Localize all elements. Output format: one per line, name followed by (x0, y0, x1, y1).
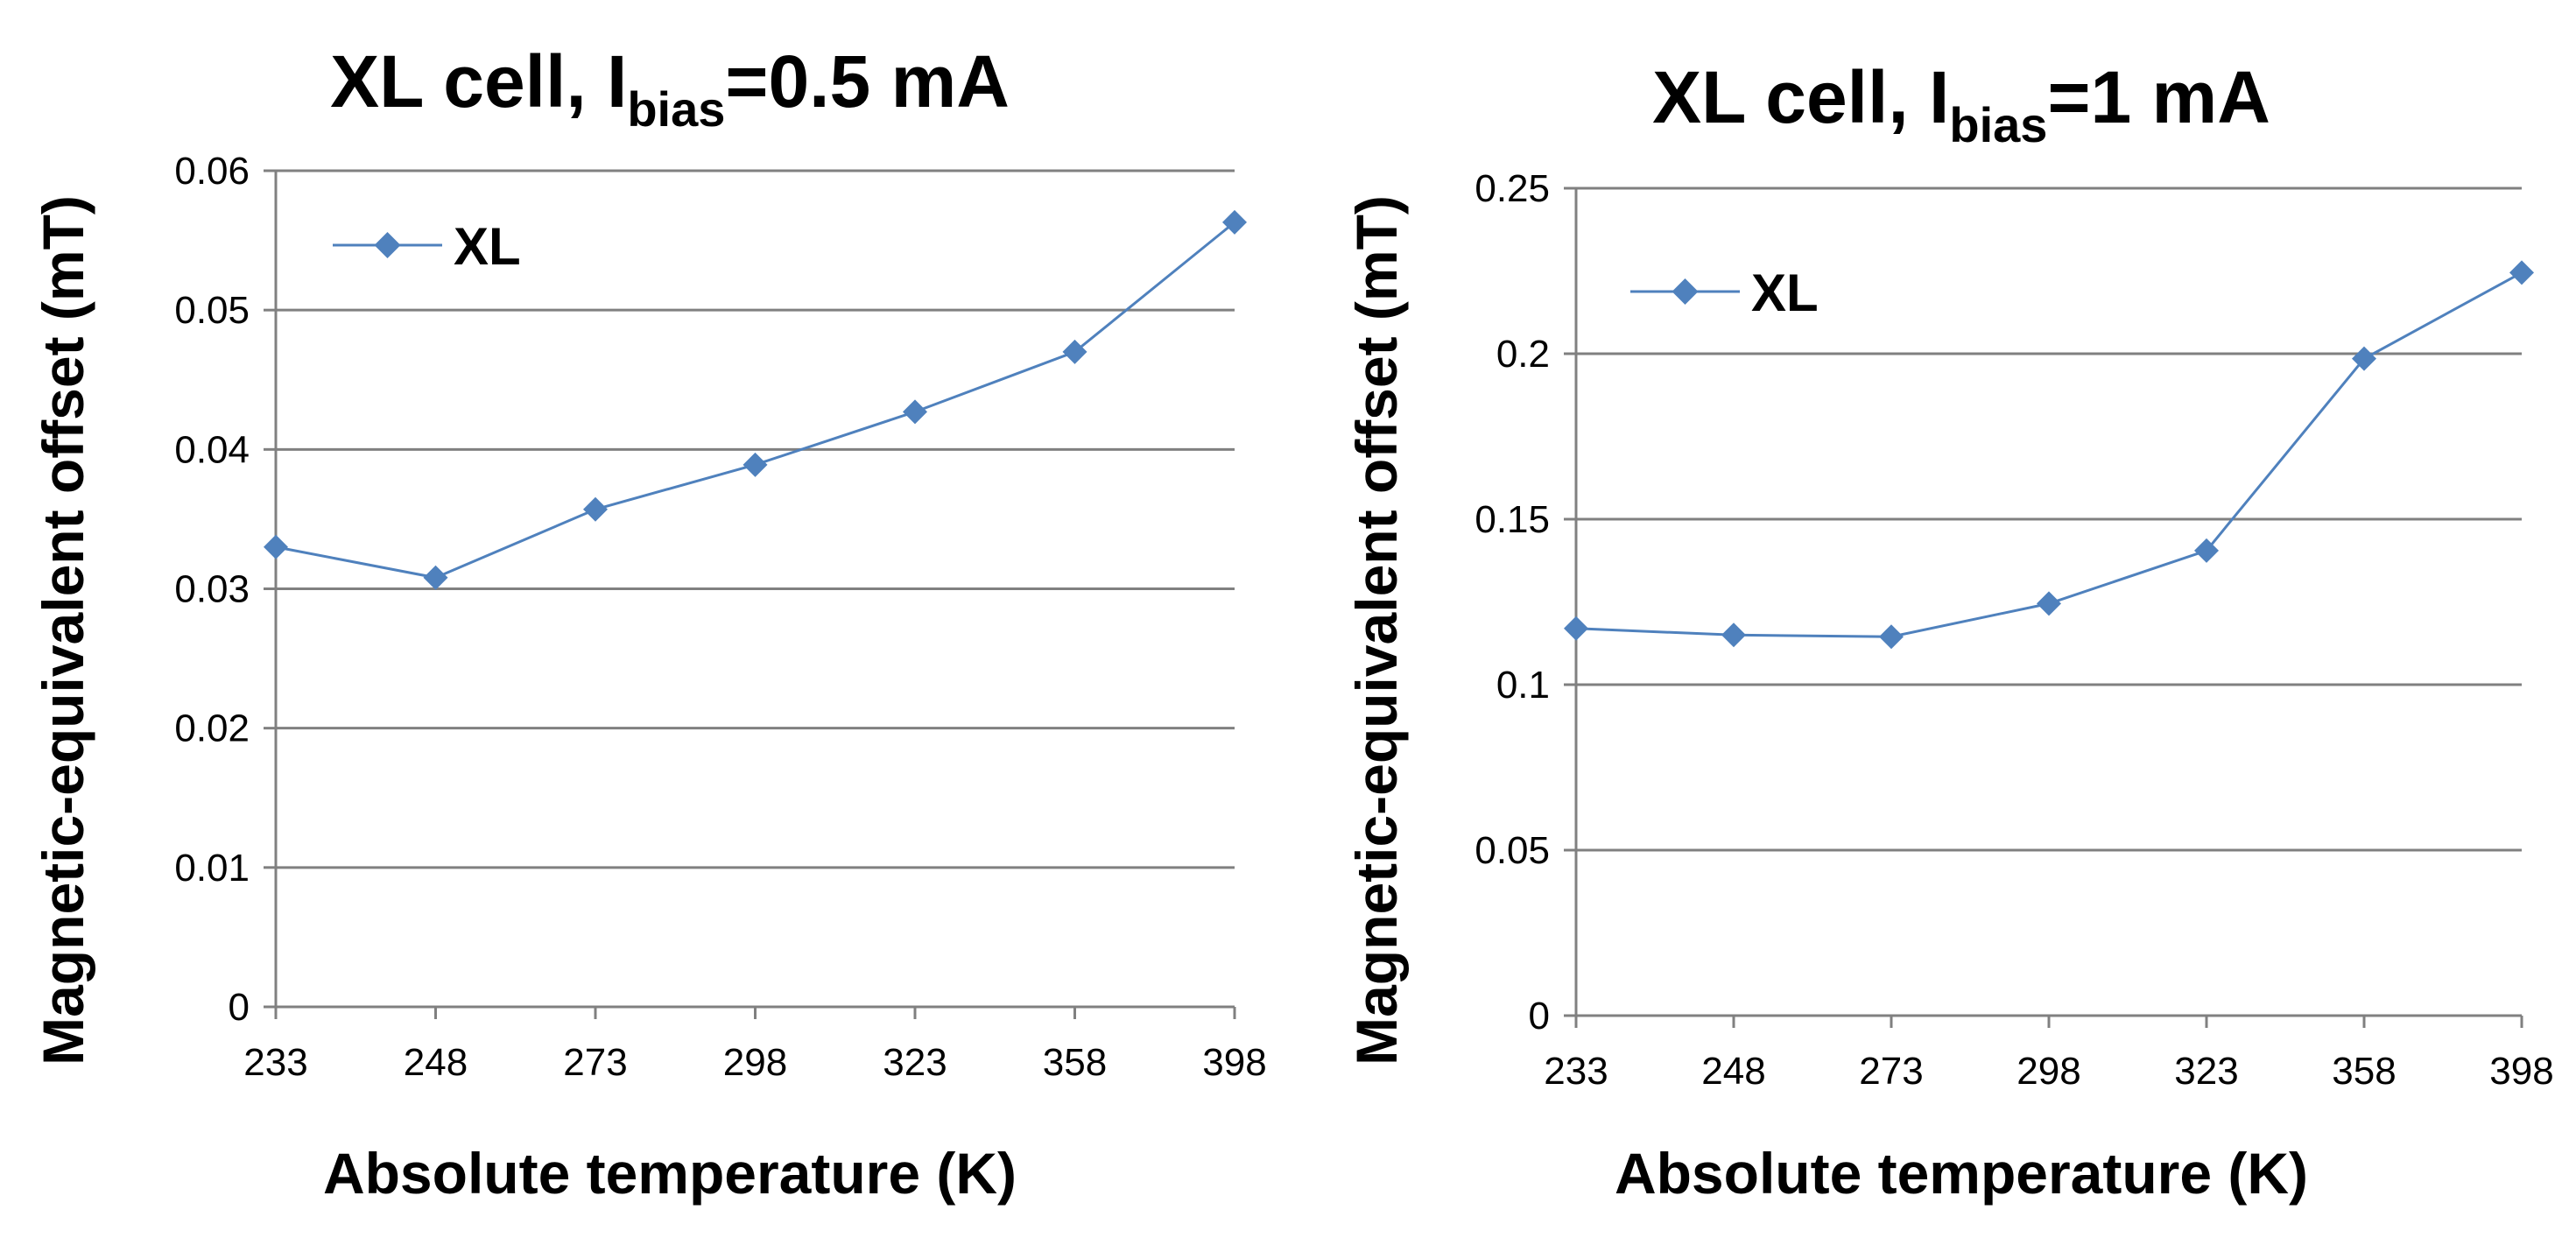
x-axis: 233 248 273 298 323 358 398 (243, 1005, 1267, 1084)
data-point (1564, 615, 1588, 641)
y-tick-label: 0.15 (1475, 498, 1550, 541)
y-tick-label: 0.06 (174, 150, 250, 193)
x-tick-label: 233 (243, 1041, 307, 1084)
y-tick-label: 0 (1529, 995, 1550, 1038)
chart-title: XL cell, Ibias=1 mA (1652, 56, 2270, 152)
data-point (743, 452, 768, 477)
y-tick-label: 0 (229, 986, 250, 1029)
y-axis-title: Magnetic-equivalent offset (mT) (31, 195, 95, 1066)
x-tick-label: 248 (404, 1041, 468, 1084)
legend: XL (333, 217, 521, 276)
x-tick-label: 323 (883, 1041, 947, 1084)
y-tick-label: 0.01 (174, 847, 250, 890)
series (264, 209, 1247, 590)
y-tick-label: 0.1 (1496, 664, 1550, 707)
x-tick-label: 248 (1701, 1050, 1765, 1093)
x-tick-label: 323 (2174, 1050, 2238, 1093)
x-tick-label: 358 (1043, 1041, 1107, 1084)
y-tick-label: 0.04 (174, 428, 250, 471)
y-tick-label: 0.25 (1475, 167, 1550, 210)
chart-left: XL cell, Ibias=0.5 mA 00.010.020.030.040… (31, 40, 1267, 1206)
gridlines (276, 169, 1235, 869)
data-point (583, 496, 608, 522)
y-tick-label: 0.05 (174, 289, 250, 332)
x-axis-title: Absolute temperature (K) (1615, 1141, 2308, 1206)
data-point (903, 399, 927, 425)
data-point (2037, 591, 2061, 616)
x-tick-label: 298 (2016, 1050, 2080, 1093)
series (1564, 260, 2534, 650)
legend-label: XL (1751, 264, 1819, 322)
x-tick-label: 358 (2332, 1050, 2396, 1093)
y-axis: 0 0.01 0.02 0.03 0.04 0.05 0.06 (174, 150, 278, 1029)
data-point (1222, 209, 1247, 235)
y-tick-label: 0.05 (1475, 829, 1550, 872)
chart-title: XL cell, Ibias=0.5 mA (330, 40, 1010, 137)
legend-label: XL (454, 217, 521, 276)
data-point (2194, 538, 2219, 563)
x-axis-title: Absolute temperature (K) (323, 1141, 1017, 1206)
x-tick-label: 233 (1544, 1050, 1608, 1093)
chart-right: XL cell, Ibias=1 mA 00.050.10.150.20.25 … (1344, 56, 2554, 1206)
legend: XL (1630, 264, 1819, 322)
y-tick-label: 0.03 (174, 568, 250, 611)
y-tick-label: 0.2 (1496, 333, 1550, 376)
y-tick-label: 0.02 (174, 707, 250, 750)
series-line (1575, 271, 2523, 638)
data-point (2352, 346, 2376, 371)
x-tick-label: 398 (1202, 1041, 1266, 1084)
y-axis-title: Magnetic-equivalent offset (mT) (1344, 195, 1409, 1066)
gridlines (1576, 186, 2522, 852)
x-axis: 233 248 273 298 323 358 398 (1544, 1014, 2554, 1093)
data-point (2509, 260, 2534, 285)
x-tick-label: 273 (563, 1041, 627, 1084)
data-point (264, 534, 288, 559)
data-point (423, 565, 448, 590)
y-axis: 0 0.05 0.1 0.15 0.2 0.25 (1475, 167, 1578, 1038)
x-tick-label: 273 (1859, 1050, 1923, 1093)
data-point (1879, 624, 1904, 650)
legend-marker-sample (374, 232, 401, 258)
data-point (1721, 623, 1746, 648)
legend-marker-sample (1672, 278, 1699, 305)
x-tick-label: 398 (2489, 1050, 2553, 1093)
series-line (275, 221, 1235, 580)
x-tick-label: 298 (723, 1041, 787, 1084)
data-point (1062, 339, 1087, 364)
